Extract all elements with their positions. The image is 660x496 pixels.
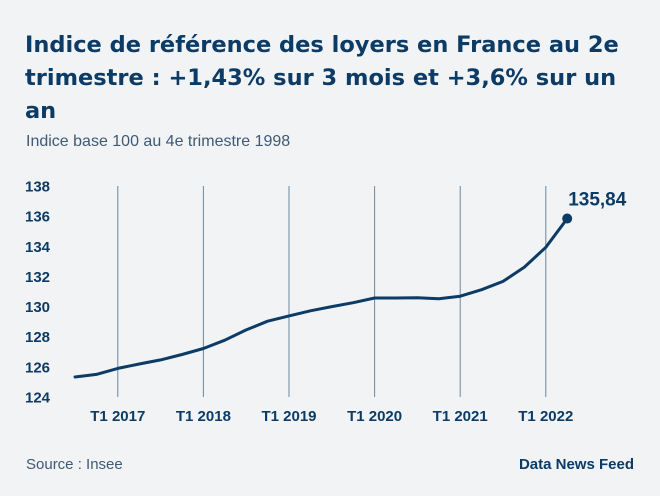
x-axis: T1 2017 T1 2018 T1 2019 T1 2020 T1 2021 T1 20… (90, 408, 573, 425)
last-value-label: 135,84 (568, 190, 627, 211)
chart-title: Indice de référence des loyers en France… (25, 32, 619, 124)
y-tick-label: 136 (25, 209, 50, 226)
y-tick-label: 130 (25, 299, 50, 316)
x-tick-label: T1 2017 (90, 408, 145, 425)
last-data-point (562, 213, 573, 224)
x-tick-label: T1 2020 (347, 408, 402, 425)
x-tick-label: T1 2018 (176, 408, 231, 425)
source-note: Source : Insee (26, 456, 123, 473)
x-tick-label: T1 2022 (518, 408, 573, 425)
x-tick-label: T1 2021 (433, 408, 488, 425)
y-axis: 138 136 134 132 130 128 126 124 (25, 179, 51, 407)
y-tick-label: 124 (25, 390, 51, 407)
y-tick-label: 128 (25, 329, 50, 346)
x-tick-label: T1 2019 (261, 408, 316, 425)
series-line (73, 217, 569, 379)
y-tick-label: 134 (25, 239, 51, 256)
y-tick-label: 138 (25, 179, 50, 196)
y-tick-label: 126 (25, 359, 50, 376)
chart-subtitle: Indice base 100 au 4e trimestre 1998 (26, 133, 291, 150)
y-tick-label: 132 (25, 269, 50, 286)
brand-logo-text: Data News Feed (518, 456, 634, 473)
gridlines (117, 186, 547, 397)
